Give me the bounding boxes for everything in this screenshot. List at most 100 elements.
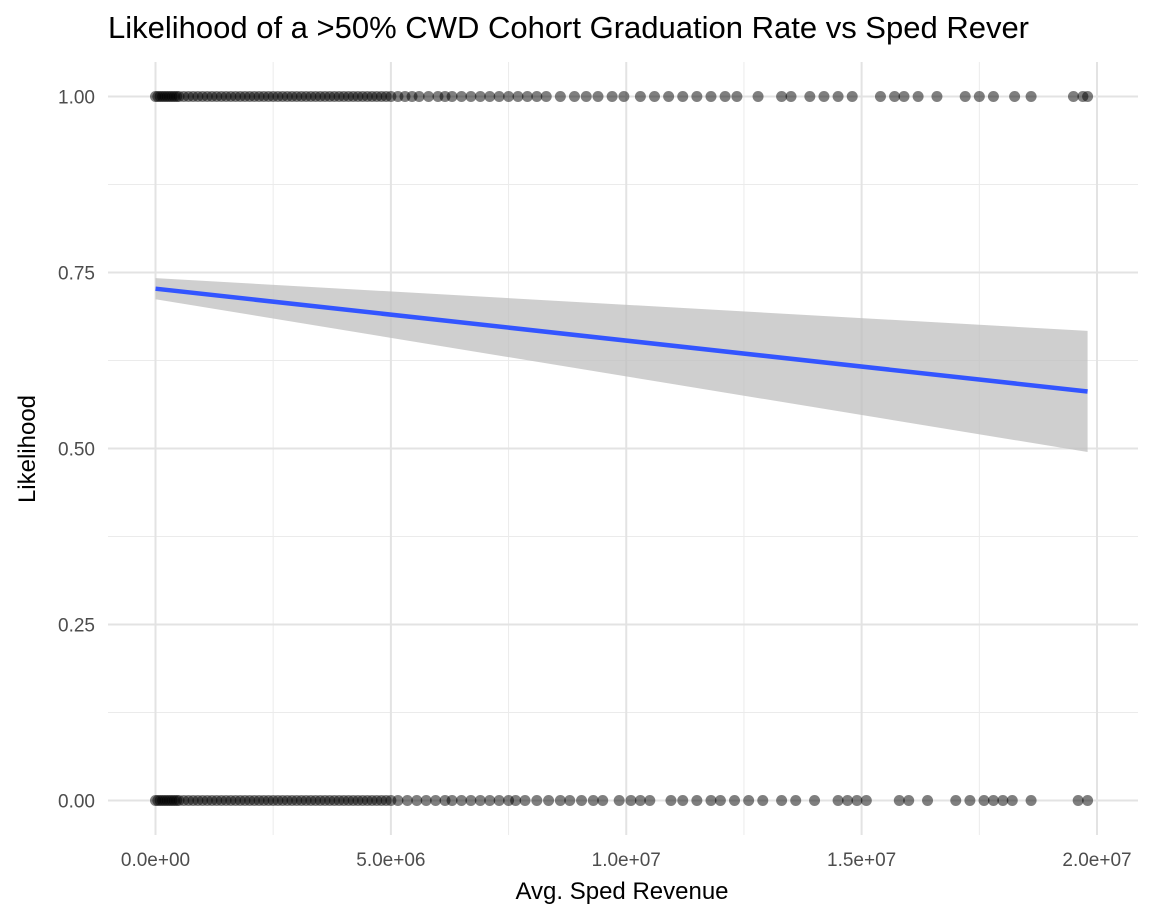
data-point: [922, 795, 934, 806]
data-point: [889, 91, 901, 102]
data-point: [430, 795, 442, 806]
data-point: [691, 795, 703, 806]
data-point: [677, 795, 689, 806]
data-point: [1025, 795, 1037, 806]
data-point: [705, 795, 717, 806]
data-point: [997, 795, 1009, 806]
data-point: [401, 795, 413, 806]
data-point: [1082, 91, 1094, 102]
data-point: [568, 91, 580, 102]
x-tick-label: 1.5e+07: [827, 850, 896, 871]
data-point: [893, 795, 905, 806]
data-point: [846, 91, 858, 102]
data-point: [757, 795, 769, 806]
data-point: [790, 795, 802, 806]
data-point: [597, 795, 609, 806]
data-point: [729, 795, 741, 806]
data-point: [554, 795, 566, 806]
chart-title: Likelihood of a >50% CWD Cohort Graduati…: [108, 10, 1030, 45]
y-axis-title: Likelihood: [14, 395, 41, 503]
data-point: [613, 795, 625, 806]
data-point: [1009, 91, 1021, 102]
data-point: [446, 795, 458, 806]
data-point: [804, 91, 816, 102]
data-point: [964, 795, 976, 806]
scatter-points-layer: [150, 91, 1094, 806]
data-point: [832, 795, 844, 806]
x-tick-label: 1.0e+07: [592, 850, 661, 871]
regression-fit-line: [155, 286, 1088, 394]
data-point: [592, 91, 604, 102]
data-point: [731, 91, 743, 102]
x-tick-label: 0.0e+00: [121, 850, 190, 871]
data-point: [554, 91, 566, 102]
data-point: [973, 91, 985, 102]
data-point: [860, 795, 872, 806]
data-point: [493, 795, 505, 806]
data-point: [959, 91, 971, 102]
data-point: [540, 91, 552, 102]
data-point: [950, 795, 962, 806]
data-point: [818, 91, 830, 102]
y-tick-label: 1.00: [58, 88, 95, 109]
data-point: [691, 91, 703, 102]
data-point: [465, 91, 477, 102]
fit-line-layer: [155, 286, 1088, 394]
data-point: [474, 795, 486, 806]
confidence-band-layer: [155, 278, 1088, 453]
data-point: [543, 795, 555, 806]
data-point: [580, 91, 592, 102]
y-tick-label: 0.00: [58, 792, 95, 813]
data-point: [576, 795, 588, 806]
data-point: [587, 795, 599, 806]
data-point: [413, 91, 425, 102]
data-point: [521, 91, 533, 102]
data-point: [776, 91, 788, 102]
data-point: [484, 795, 496, 806]
data-point: [874, 91, 886, 102]
data-point: [634, 91, 646, 102]
data-point: [752, 91, 764, 102]
data-point: [455, 91, 467, 102]
data-point: [809, 795, 821, 806]
data-point: [455, 795, 467, 806]
data-point: [714, 795, 726, 806]
tick-labels-layer: 0.0e+00 5.0e+06 1.0e+07 1.5e+07 2.0e+07 0.00 0…: [58, 88, 1132, 872]
data-point: [423, 91, 435, 102]
data-point: [1067, 91, 1079, 102]
data-point: [912, 91, 924, 102]
data-point: [987, 795, 999, 806]
data-point: [842, 795, 854, 806]
data-point: [1025, 91, 1037, 102]
y-tick-label: 0.50: [58, 440, 95, 461]
data-point: [531, 91, 543, 102]
data-point: [832, 91, 844, 102]
data-point: [519, 795, 531, 806]
data-point: [978, 795, 990, 806]
data-point: [785, 91, 797, 102]
data-point: [634, 795, 646, 806]
data-point: [719, 91, 731, 102]
data-point: [512, 91, 524, 102]
y-tick-label: 0.25: [58, 616, 95, 637]
x-axis-title: Avg. Sped Revenue: [515, 878, 728, 905]
data-point: [484, 91, 496, 102]
data-point: [1006, 795, 1018, 806]
data-point: [677, 91, 689, 102]
data-point: [606, 91, 618, 102]
data-point: [644, 795, 656, 806]
data-point: [931, 91, 943, 102]
major-gridlines: [108, 62, 1138, 835]
data-point: [411, 795, 423, 806]
data-point: [1082, 795, 1094, 806]
data-point: [625, 795, 637, 806]
data-point: [898, 91, 910, 102]
data-point: [564, 795, 576, 806]
confidence-band: [155, 278, 1088, 453]
data-point: [776, 795, 788, 806]
data-point: [648, 91, 660, 102]
data-point: [618, 91, 630, 102]
data-point: [531, 795, 543, 806]
data-point: [903, 795, 915, 806]
data-point: [510, 795, 522, 806]
